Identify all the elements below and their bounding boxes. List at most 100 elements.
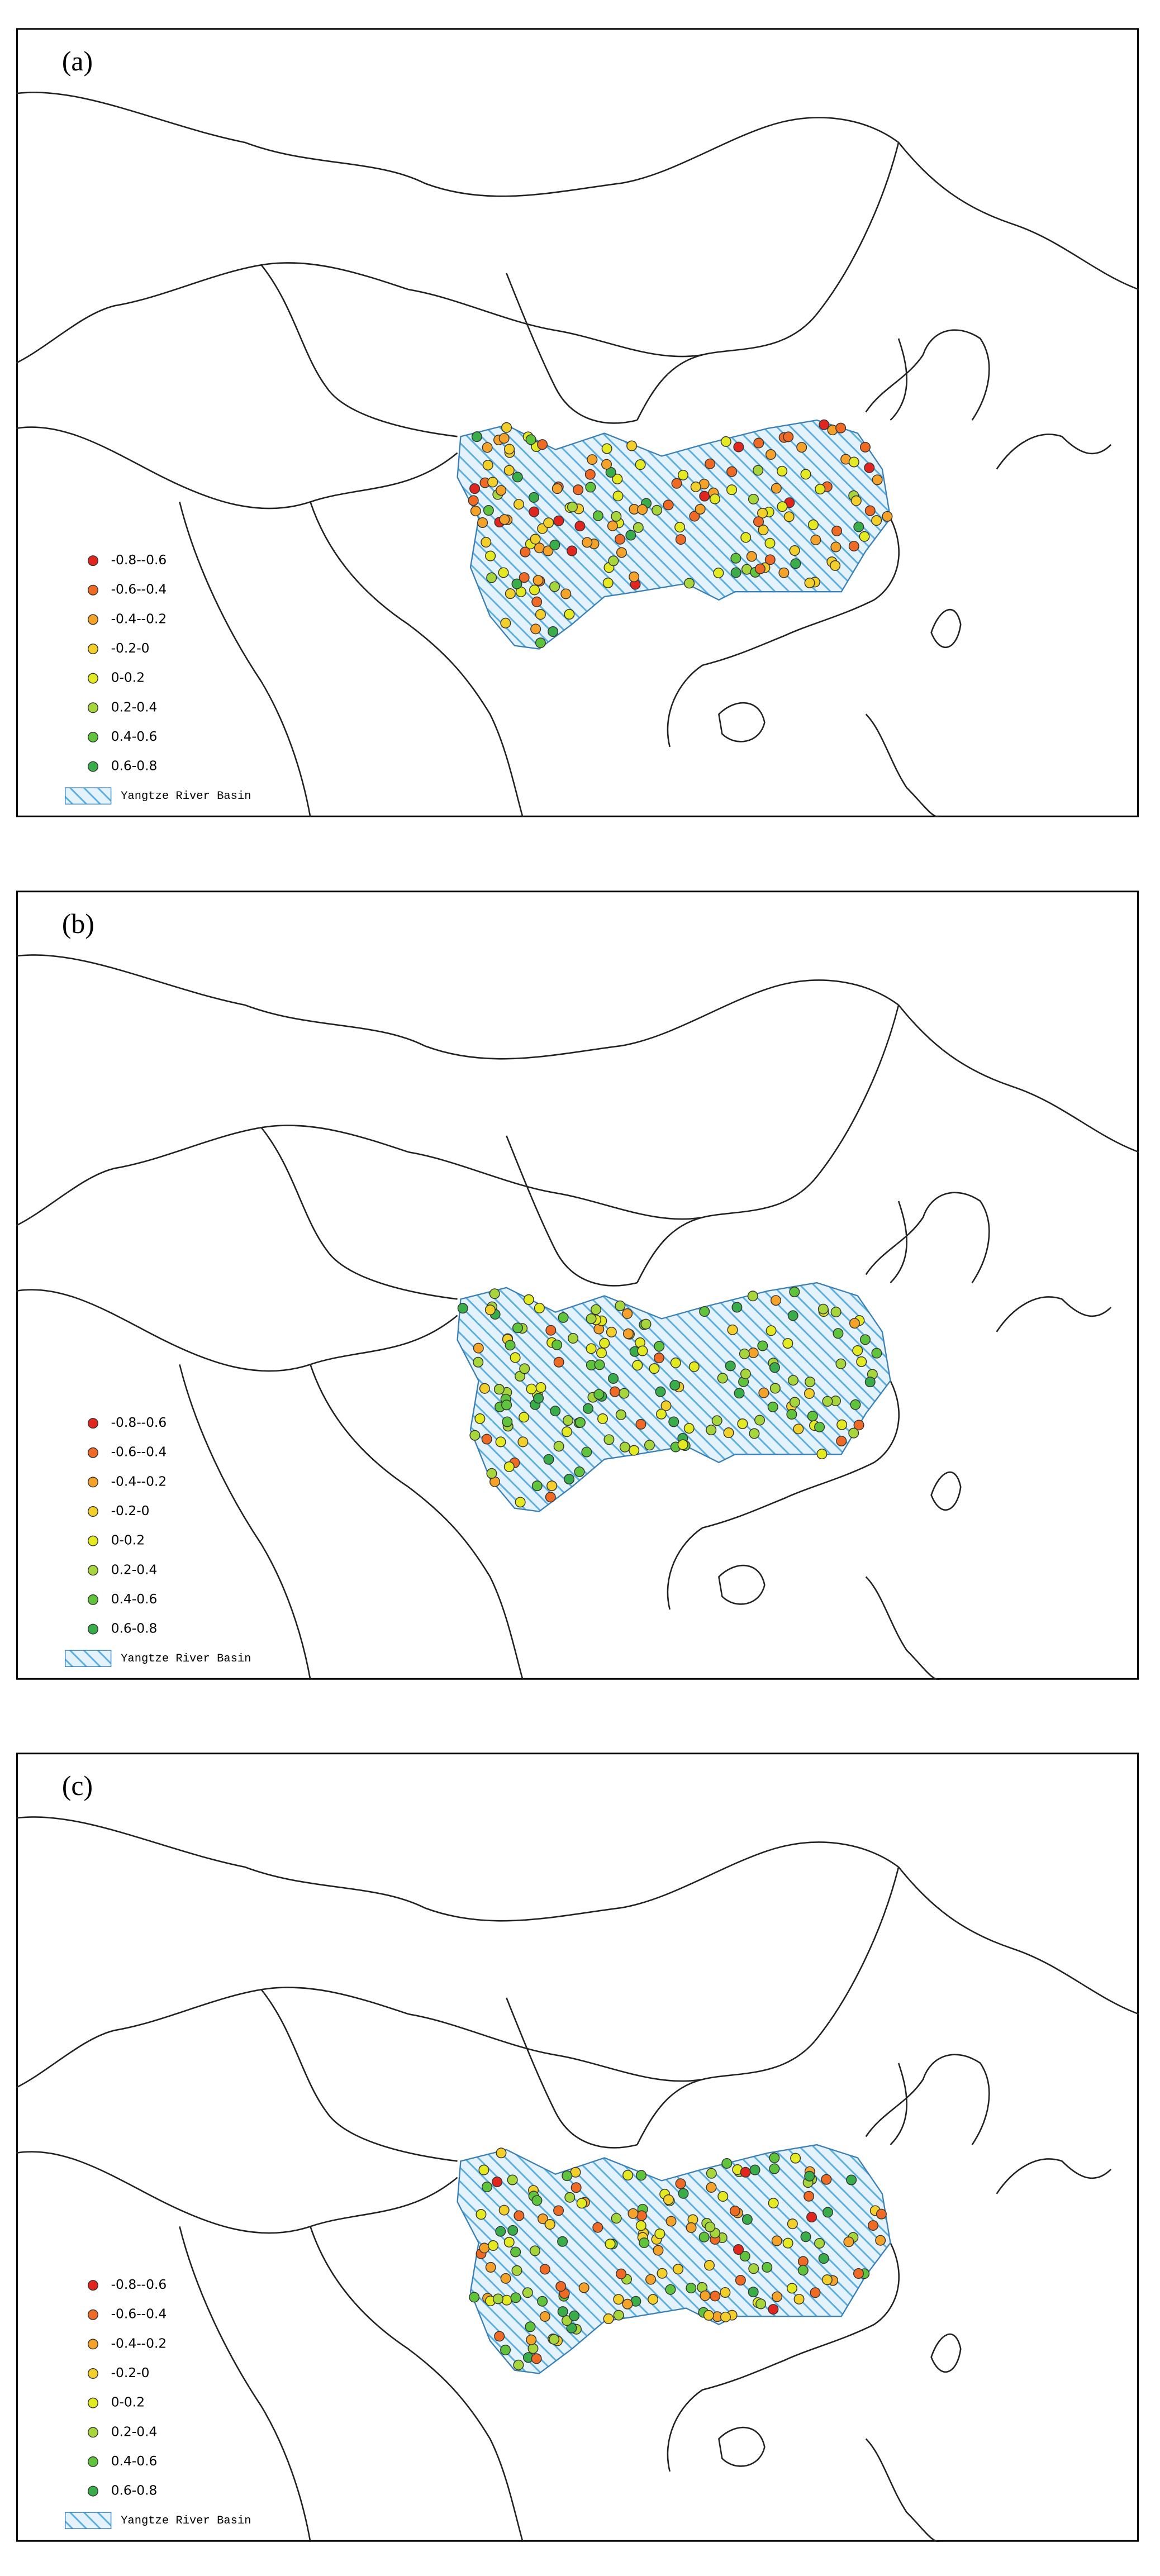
- country-border: [636, 354, 703, 421]
- station: [655, 1386, 666, 1397]
- station: [500, 617, 511, 628]
- station: [830, 541, 842, 553]
- station: [531, 596, 543, 607]
- legend-dot: [87, 1623, 98, 1635]
- station: [797, 2265, 809, 2276]
- station: [730, 553, 741, 564]
- station: [495, 2226, 506, 2237]
- station: [625, 530, 636, 541]
- station: [720, 436, 731, 447]
- legend-dot: [87, 2309, 98, 2320]
- station: [482, 442, 493, 453]
- station: [764, 537, 776, 549]
- station: [706, 2168, 717, 2179]
- legend-label: 0.4-0.6: [111, 728, 158, 744]
- station: [469, 1430, 481, 1441]
- station: [578, 2282, 589, 2293]
- legend-dot: [87, 761, 98, 772]
- station: [585, 482, 596, 493]
- station: [515, 1497, 526, 1508]
- legend-label: -0.8--0.6: [111, 552, 167, 568]
- station: [519, 572, 530, 583]
- station: [627, 2208, 639, 2219]
- station: [675, 2178, 686, 2189]
- station: [678, 2188, 689, 2199]
- country-border: [506, 1135, 638, 1287]
- station: [535, 637, 546, 649]
- station: [511, 578, 522, 589]
- station: [603, 2313, 614, 2325]
- station: [771, 2235, 782, 2246]
- station: [726, 466, 738, 477]
- country-border: [898, 1866, 1139, 2015]
- station: [822, 1396, 833, 1407]
- station: [769, 2163, 780, 2174]
- legend-dot: [87, 584, 98, 596]
- legend-label: -0.6--0.4: [111, 2306, 167, 2322]
- station: [686, 2222, 697, 2233]
- country-border: [865, 1576, 940, 1680]
- station: [632, 1360, 643, 1371]
- station: [835, 422, 847, 434]
- station: [534, 1302, 545, 1313]
- country-border: [718, 702, 766, 742]
- station: [769, 1383, 781, 1394]
- country-border: [260, 1989, 458, 2162]
- station: [492, 2176, 503, 2187]
- station: [485, 550, 496, 561]
- station: [796, 442, 807, 453]
- station: [800, 469, 811, 480]
- station: [804, 2191, 815, 2202]
- station: [531, 2195, 543, 2206]
- station: [853, 521, 864, 532]
- legend-dot: [87, 2280, 98, 2291]
- station: [539, 2311, 550, 2322]
- station: [777, 465, 788, 477]
- station: [564, 609, 575, 620]
- station: [608, 1373, 619, 1384]
- station: [529, 506, 540, 517]
- station: [530, 623, 541, 635]
- station: [592, 510, 603, 521]
- legend-label: 0-0.2: [111, 2394, 145, 2410]
- station: [510, 2292, 521, 2303]
- station: [790, 2153, 801, 2164]
- panel-label: (b): [62, 908, 94, 939]
- station: [823, 2207, 834, 2218]
- station: [653, 2245, 664, 2256]
- station: [555, 2281, 567, 2292]
- station: [835, 1358, 847, 1369]
- station: [616, 547, 627, 558]
- country-border: [16, 92, 899, 197]
- legend-label: 0.6-0.8: [111, 1621, 158, 1636]
- legend-dot: [87, 1418, 98, 1429]
- station: [574, 1466, 585, 1477]
- station: [505, 1340, 516, 1351]
- station: [689, 511, 700, 522]
- station: [688, 1361, 700, 1372]
- station: [859, 531, 870, 542]
- station: [726, 484, 738, 496]
- legend-basin-swatch: [64, 2512, 112, 2530]
- station: [721, 2158, 733, 2169]
- station: [582, 537, 593, 548]
- legend-dot: [87, 1447, 98, 1458]
- legend-dot: [87, 2397, 98, 2408]
- station: [768, 2304, 779, 2315]
- station: [853, 2268, 864, 2279]
- station: [804, 577, 815, 588]
- station: [535, 1382, 546, 1393]
- station: [816, 1449, 828, 1460]
- station: [846, 2174, 857, 2185]
- station: [574, 1417, 586, 1428]
- station: [512, 1322, 523, 1334]
- country-border: [16, 1289, 458, 1372]
- station: [479, 1383, 490, 1394]
- station: [665, 2216, 677, 2227]
- station: [741, 2214, 753, 2225]
- station: [586, 1343, 597, 1354]
- country-border: [930, 608, 962, 649]
- station: [526, 2334, 537, 2345]
- station: [567, 501, 578, 512]
- station: [629, 572, 640, 583]
